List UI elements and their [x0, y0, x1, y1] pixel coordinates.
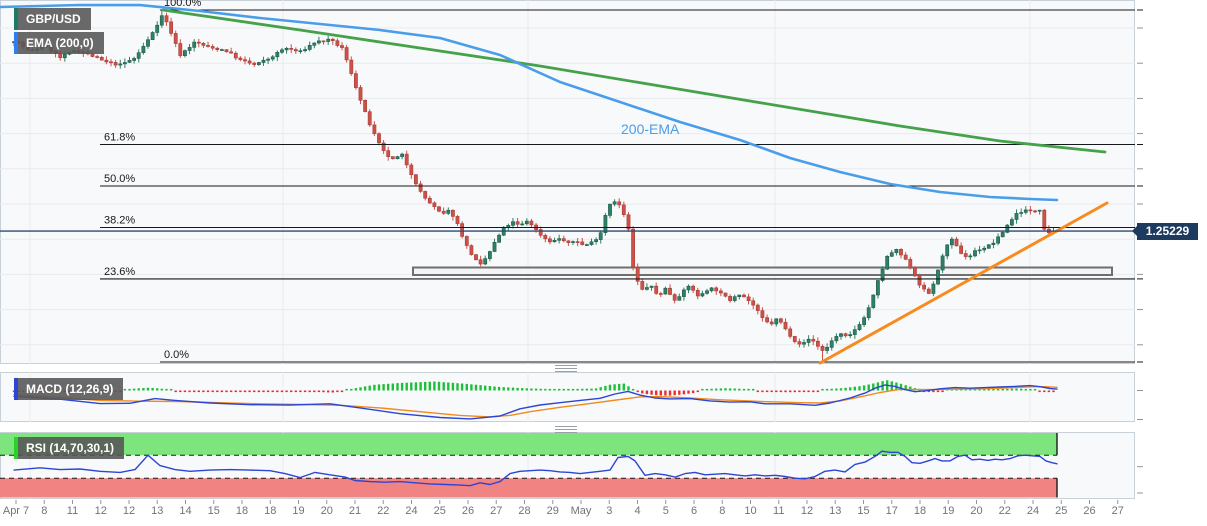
rsi-oversold-band: [0, 478, 1057, 498]
last-price-badge: 1.25229: [1132, 222, 1198, 240]
time-tick-label: 12: [122, 505, 136, 517]
time-tick-label: 22: [998, 505, 1011, 517]
time-tick-label: 13: [829, 505, 842, 517]
time-tick-label: 28: [518, 505, 531, 517]
time-tick-label: 27: [490, 505, 503, 517]
time-tick-label: 17: [885, 505, 898, 517]
time-tick-label: 24: [1026, 505, 1040, 517]
gridlines: [0, 0, 1135, 499]
time-tick-label: 3: [606, 505, 613, 517]
time-tick-label: 13: [151, 505, 164, 517]
panel-background: [0, 372, 1135, 422]
time-tick-label: 26: [1083, 505, 1096, 517]
panel-divider-grip[interactable]: [555, 426, 577, 434]
time-tick-label: 27: [1111, 505, 1124, 517]
ema-badge-label: EMA (200,0): [26, 36, 94, 50]
green-ma-line[interactable]: [161, 8, 1107, 154]
rsi-badge-label: RSI (14,70,30,1): [26, 441, 115, 455]
rsi-indicator-badge[interactable]: RSI (14,70,30,1): [14, 437, 125, 459]
time-tick-label: 5: [662, 505, 669, 517]
time-tick-label: 15: [207, 505, 220, 517]
ema-annotation-text: 200-EMA: [621, 121, 680, 137]
last-price-value: 1.25229: [1145, 223, 1190, 238]
time-tick-label: 12: [800, 505, 814, 517]
time-tick-label: 8: [719, 505, 726, 517]
time-tick-label: 20: [320, 505, 333, 517]
fib-level-label: 61.8%: [104, 132, 135, 144]
time-tick-label: 24: [405, 505, 418, 517]
time-tick-label: 25: [1055, 505, 1068, 517]
time-tick-label: 18: [235, 505, 249, 517]
time-tick-label: Apr 7: [2, 505, 30, 517]
time-tick-label: 25: [433, 505, 446, 517]
time-tick-label: 12: [94, 505, 107, 517]
time-tick-label: 6: [690, 505, 698, 517]
ascending-trendline[interactable]: [818, 201, 1109, 365]
macd-badge-label: MACD (12,26,9): [26, 382, 114, 396]
time-tick-label: 4: [634, 505, 641, 517]
time-tick-label: 15: [857, 505, 870, 517]
time-tick-label: 10: [744, 505, 757, 517]
price-axis[interactable]: 1.31001.30001.29001.28001.27001.26001.25…: [1135, 0, 1207, 500]
rsi-overbought-band: [0, 433, 1057, 456]
rsi-line[interactable]: [13, 450, 1058, 487]
horizontal-rectangle-zone[interactable]: [412, 266, 1113, 276]
time-tick-label: 18: [913, 505, 927, 517]
fib-level-label: 0.0%: [164, 349, 189, 361]
fibonacci-retracement[interactable]: 100.0% 61.8% 50.0% 38.2% 23.6% 0.0%: [100, 0, 1143, 363]
macd-signal-line[interactable]: [13, 386, 1058, 418]
fib-level-label: 38.2%: [104, 215, 135, 227]
macd-indicator-badge[interactable]: MACD (12,26,9): [14, 378, 124, 400]
ema-indicator-badge[interactable]: EMA (200,0): [14, 32, 104, 54]
time-axis[interactable]: Apr 7 8 11 12 12 13 14 15 18 18 19 20 21 22 24 25 26 27 28…: [0, 500, 1207, 526]
candlestick-series: [12, 10, 1056, 362]
time-tick-label: 8: [41, 505, 48, 517]
panel-divider-grip[interactable]: [555, 365, 577, 373]
time-tick-label: 19: [292, 505, 305, 517]
time-tick-label: 18: [264, 505, 277, 517]
time-tick-label: May: [570, 505, 592, 517]
time-tick-label: 19: [942, 505, 955, 517]
time-tick-label: 22: [377, 505, 390, 517]
time-tick-label: 14: [179, 505, 192, 517]
symbol-badge-label: GBP/USD: [26, 12, 81, 26]
time-tick-label: 29: [546, 505, 559, 517]
time-tick-label: 20: [970, 505, 983, 517]
fib-level-label: 100.0%: [164, 0, 202, 9]
time-tick-label: 11: [773, 505, 785, 517]
fib-level-label: 23.6%: [104, 266, 135, 278]
time-tick-label: 11: [66, 505, 79, 517]
ema-200-line[interactable]: [0, 3, 1059, 202]
time-tick-label: 21: [348, 505, 362, 517]
fib-level-label: 50.0%: [104, 173, 135, 185]
panel-background: [0, 0, 1135, 364]
macd-line[interactable]: [13, 384, 1058, 420]
time-tick-label: 26: [461, 505, 475, 517]
symbol-badge[interactable]: GBP/USD: [14, 8, 91, 30]
